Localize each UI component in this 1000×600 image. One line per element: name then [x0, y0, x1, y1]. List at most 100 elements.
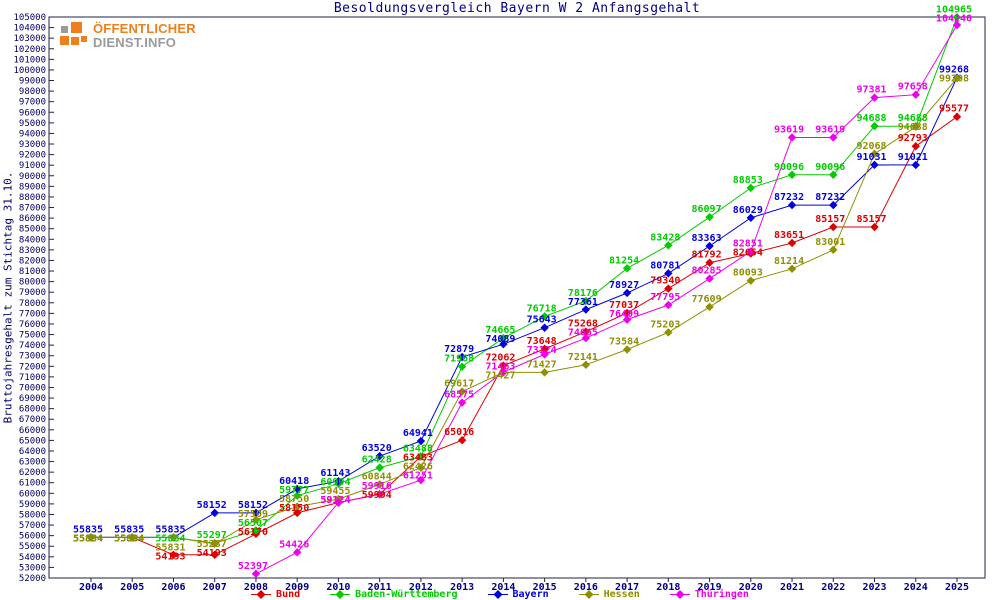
- legend-item-bayern: Bayern: [487, 589, 549, 600]
- svg-text:91000: 91000: [19, 161, 46, 171]
- svg-text:78000: 78000: [19, 299, 46, 309]
- svg-text:2025: 2025: [945, 582, 969, 593]
- svg-text:73648: 73648: [527, 336, 557, 347]
- svg-text:2009: 2009: [285, 582, 309, 593]
- svg-text:2014: 2014: [491, 582, 515, 593]
- svg-text:73000: 73000: [19, 352, 46, 362]
- svg-text:94688: 94688: [898, 113, 928, 124]
- svg-text:55834: 55834: [73, 533, 103, 544]
- svg-text:72141: 72141: [568, 352, 598, 363]
- svg-text:2020: 2020: [739, 582, 763, 593]
- svg-text:82851: 82851: [733, 238, 763, 249]
- svg-text:2013: 2013: [450, 582, 474, 593]
- svg-text:63488: 63488: [403, 443, 433, 454]
- svg-text:59455: 59455: [320, 486, 350, 497]
- svg-text:96000: 96000: [19, 108, 46, 118]
- svg-text:90096: 90096: [774, 162, 804, 173]
- svg-text:78176: 78176: [568, 288, 598, 299]
- svg-text:2017: 2017: [615, 582, 639, 593]
- svg-text:69617: 69617: [444, 379, 474, 390]
- svg-text:87000: 87000: [19, 204, 46, 214]
- svg-text:76409: 76409: [609, 309, 639, 320]
- svg-text:87232: 87232: [815, 192, 845, 203]
- legend-marker-icon: [487, 590, 508, 599]
- legend-label: Bayern: [512, 589, 549, 600]
- svg-text:55835: 55835: [114, 524, 144, 535]
- svg-text:90000: 90000: [19, 172, 46, 182]
- svg-text:72062: 72062: [485, 353, 515, 364]
- svg-text:2021: 2021: [780, 582, 804, 593]
- svg-text:95000: 95000: [19, 119, 46, 129]
- svg-text:55237: 55237: [197, 539, 227, 550]
- svg-text:71000: 71000: [19, 373, 46, 383]
- svg-text:52000: 52000: [19, 574, 46, 584]
- svg-text:76718: 76718: [527, 303, 557, 314]
- svg-text:60418: 60418: [279, 476, 309, 487]
- svg-text:58152: 58152: [238, 500, 268, 511]
- svg-text:56170: 56170: [238, 527, 268, 538]
- svg-text:101000: 101000: [13, 55, 46, 65]
- svg-text:72000: 72000: [19, 362, 46, 372]
- svg-text:97658: 97658: [898, 82, 928, 93]
- svg-text:60904: 60904: [320, 477, 350, 488]
- svg-text:54000: 54000: [19, 553, 46, 563]
- svg-text:86000: 86000: [19, 214, 46, 224]
- legend-label: Bund: [276, 589, 301, 600]
- svg-text:89000: 89000: [19, 182, 46, 192]
- svg-text:81214: 81214: [774, 256, 804, 267]
- svg-text:55000: 55000: [19, 542, 46, 552]
- legend-item-hessen: Hessen: [578, 589, 640, 600]
- svg-text:77000: 77000: [19, 309, 46, 319]
- svg-text:97381: 97381: [856, 85, 886, 96]
- svg-text:59124: 59124: [320, 495, 350, 506]
- svg-text:2012: 2012: [409, 582, 433, 593]
- svg-text:68575: 68575: [444, 390, 474, 401]
- svg-text:55297: 55297: [197, 530, 227, 541]
- svg-text:104965: 104965: [936, 4, 972, 15]
- svg-text:75203: 75203: [650, 319, 680, 330]
- svg-text:55834: 55834: [114, 533, 144, 544]
- svg-text:2011: 2011: [368, 582, 392, 593]
- svg-text:99208: 99208: [939, 74, 969, 85]
- svg-text:86097: 86097: [692, 204, 722, 215]
- svg-text:93000: 93000: [19, 140, 46, 150]
- svg-text:81792: 81792: [692, 250, 722, 261]
- svg-text:81000: 81000: [19, 267, 46, 277]
- svg-text:55835: 55835: [73, 524, 103, 535]
- chart-legend: Bund Baden-Württemberg Bayern Hessen Thü…: [0, 589, 1000, 600]
- svg-text:98000: 98000: [19, 87, 46, 97]
- svg-text:74089: 74089: [485, 334, 515, 345]
- svg-text:59000: 59000: [19, 500, 46, 510]
- svg-text:64000: 64000: [19, 447, 46, 457]
- svg-text:83000: 83000: [19, 246, 46, 256]
- svg-text:2018: 2018: [656, 582, 680, 593]
- svg-text:61251: 61251: [403, 470, 433, 481]
- svg-text:59777: 59777: [279, 485, 309, 496]
- logo-blocks-icon: [60, 22, 87, 49]
- svg-text:62000: 62000: [19, 468, 46, 478]
- svg-text:77361: 77361: [568, 297, 598, 308]
- svg-text:57509: 57509: [238, 509, 268, 520]
- svg-text:95577: 95577: [939, 104, 969, 115]
- legend-label: Baden-Württemberg: [355, 589, 458, 600]
- svg-text:92068: 92068: [856, 141, 886, 152]
- svg-text:83651: 83651: [774, 230, 804, 241]
- logo-text-line2: DIENST.INFO: [93, 35, 177, 50]
- svg-text:75643: 75643: [527, 315, 557, 326]
- legend-item-bund: Bund: [251, 589, 300, 600]
- svg-text:2007: 2007: [203, 582, 227, 593]
- svg-text:64941: 64941: [403, 428, 433, 439]
- svg-text:78927: 78927: [609, 280, 639, 291]
- svg-text:76000: 76000: [19, 320, 46, 330]
- svg-text:86029: 86029: [733, 205, 763, 216]
- svg-text:58750: 58750: [279, 494, 309, 505]
- svg-text:54193: 54193: [155, 551, 185, 562]
- svg-text:99268: 99268: [939, 65, 969, 76]
- svg-text:54193: 54193: [197, 548, 227, 559]
- svg-text:62426: 62426: [403, 461, 433, 472]
- svg-text:74665: 74665: [485, 325, 515, 336]
- svg-text:104240: 104240: [936, 13, 972, 24]
- svg-text:92793: 92793: [898, 133, 928, 144]
- svg-text:66000: 66000: [19, 426, 46, 436]
